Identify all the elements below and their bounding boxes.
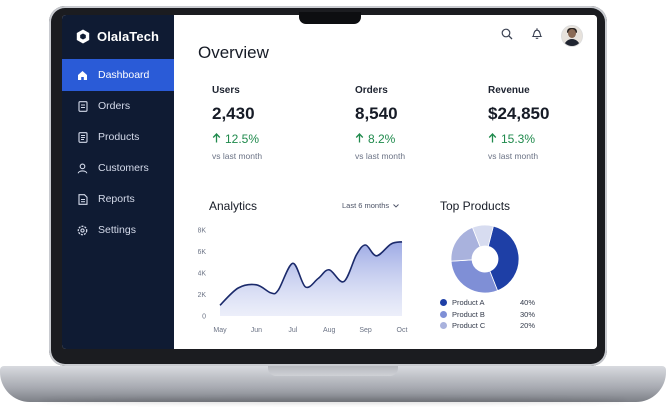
stat-change: 12.5%: [212, 132, 262, 146]
chevron-down-icon: [393, 201, 399, 210]
laptop-shadow: [40, 398, 626, 404]
legend-dot: [440, 310, 447, 318]
stat-sub: vs last month: [355, 151, 406, 161]
legend-item-product-b: Product B 30%: [440, 309, 570, 321]
stat-value: 8,540: [355, 104, 398, 123]
sidebar-item-reports[interactable]: Reports: [62, 183, 174, 215]
header-actions: [501, 25, 583, 47]
sidebar-item-dashboard[interactable]: Dashboard: [62, 59, 174, 91]
legend-value: 30%: [520, 309, 536, 319]
stat-label: Orders: [355, 85, 388, 96]
stat-card-revenue: Revenue $24,850 15.3% vs last month: [488, 85, 549, 161]
pie-slice: [487, 225, 520, 292]
brand-name: OlalaTech: [97, 29, 160, 44]
x-tick-label: Sep: [359, 327, 372, 334]
legend-value: 40%: [520, 298, 536, 308]
main-content: Overview Users 2,430 12.5% vs last month…: [174, 15, 597, 349]
top-products-donut: [450, 224, 520, 294]
y-tick-label: 2K: [198, 292, 206, 299]
sidebar-item-label: Customers: [98, 162, 149, 174]
arrow-up-icon: [355, 132, 364, 146]
search-icon[interactable]: [501, 27, 513, 45]
customers-icon: [77, 163, 88, 174]
stat-change: 15.3%: [488, 132, 549, 146]
y-tick-label: 4K: [198, 271, 206, 278]
avatar[interactable]: [561, 25, 583, 47]
analytics-chart: 0 2K 4K 6K 8K May Jun Jul Aug Sep Oct: [198, 228, 408, 335]
sidebar-item-settings[interactable]: Settings: [62, 214, 174, 246]
top-products-title: Top Products: [440, 199, 511, 213]
range-label: Last 6 months: [342, 201, 390, 210]
stat-label: Revenue: [488, 85, 530, 96]
sidebar-item-label: Orders: [98, 100, 131, 112]
stat-card-users: Users 2,430 12.5% vs last month: [212, 85, 262, 161]
stat-sub: vs last month: [212, 151, 263, 161]
logo-icon: [76, 29, 90, 44]
x-tick-label: May: [213, 327, 227, 334]
x-tick-label: Aug: [323, 327, 336, 334]
stat-change-value: 12.5%: [225, 132, 260, 146]
sidebar-item-customers[interactable]: Customers: [62, 152, 174, 184]
x-tick-label: Oct: [397, 327, 408, 334]
sidebar-item-label: Settings: [98, 224, 136, 236]
legend-name: Product C: [452, 321, 486, 331]
sidebar-nav: Dashboard Orders Products Customers: [62, 59, 174, 245]
legend-item-product-c: Product C 20%: [440, 320, 570, 332]
stat-card-orders: Orders 8,540 8.2% vs last month: [355, 85, 405, 161]
stat-change-value: 8.2%: [368, 132, 396, 146]
arrow-up-icon: [488, 132, 497, 146]
settings-icon: [77, 225, 88, 236]
x-tick-label: Jun: [251, 327, 262, 334]
reports-icon: [77, 193, 88, 205]
laptop-opening-lip: [268, 366, 398, 376]
legend-dot: [440, 299, 447, 307]
stat-value: $24,850: [488, 104, 550, 123]
x-tick-label: Jul: [288, 327, 297, 334]
y-tick-label: 8K: [198, 228, 206, 235]
series-line: [219, 241, 403, 306]
area-fill: [220, 241, 402, 316]
brand[interactable]: OlalaTech: [76, 29, 159, 44]
legend-item-product-a: Product A 40%: [440, 297, 570, 309]
pie-slice: [450, 259, 499, 294]
stat-value: 2,430: [212, 104, 255, 123]
camera-notch: [299, 12, 361, 24]
range-dropdown[interactable]: Last 6 months: [342, 201, 399, 210]
products-icon: [77, 131, 88, 143]
screen: OlalaTech Dashboard Orders Products: [62, 15, 597, 349]
stat-sub: vs last month: [488, 151, 539, 161]
sidebar: OlalaTech Dashboard Orders Products: [62, 15, 174, 349]
pie-slice: [471, 224, 494, 248]
legend-dot: [440, 322, 447, 330]
arrow-up-icon: [212, 132, 221, 146]
legend-name: Product A: [452, 298, 485, 308]
bell-icon[interactable]: [531, 27, 543, 45]
y-tick-label: 6K: [198, 249, 206, 256]
sidebar-item-label: Reports: [98, 193, 135, 205]
sidebar-item-label: Dashboard: [98, 69, 150, 81]
y-tick-label: 0: [202, 314, 206, 321]
page-title: Overview: [198, 43, 269, 62]
legend-name: Product B: [452, 309, 485, 319]
sidebar-item-label: Products: [98, 131, 140, 143]
sidebar-item-products[interactable]: Products: [62, 121, 174, 153]
analytics-title: Analytics: [209, 199, 258, 213]
stat-change: 8.2%: [355, 132, 405, 146]
stat-change-value: 15.3%: [501, 132, 536, 146]
stat-label: Users: [212, 85, 240, 96]
legend-value: 20%: [520, 321, 536, 331]
top-products-legend: Product A 40% Product B 30% Product C 20…: [440, 297, 570, 332]
orders-icon: [77, 100, 88, 112]
home-icon: [77, 70, 88, 81]
sidebar-item-orders[interactable]: Orders: [62, 90, 174, 122]
